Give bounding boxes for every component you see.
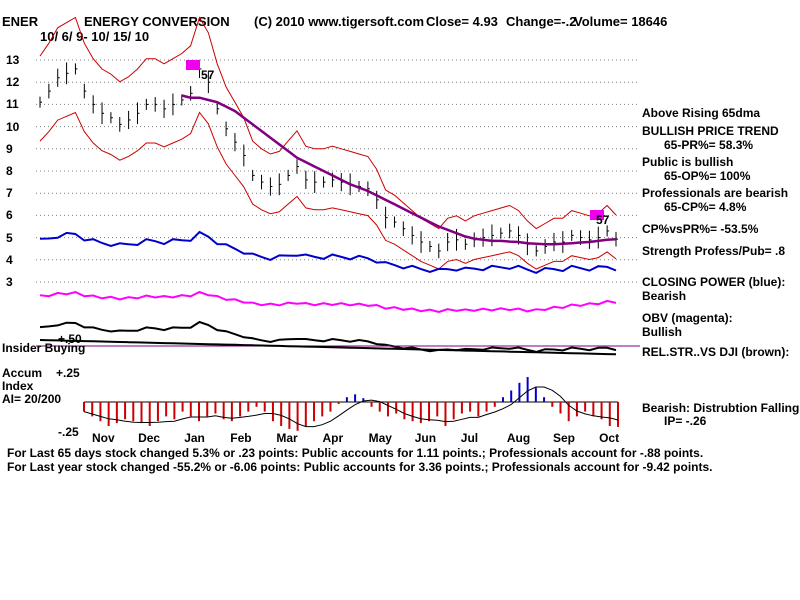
insider-label: Insider Buying (2, 341, 86, 355)
change-value: Change=-.2 (506, 14, 577, 29)
ip-text: IP= -.26 (664, 414, 707, 428)
month-label: Mar (276, 431, 298, 445)
insider-line (39, 339, 617, 356)
close-value: Close= 4.93 (426, 14, 498, 29)
op-text: 65-OP%= 100% (664, 169, 751, 183)
accum-ai: AI= 20/200 (2, 392, 62, 406)
month-label: Feb (230, 431, 252, 445)
closing-power-state: Bearish (642, 289, 687, 303)
public-text: Public is bullish (642, 155, 734, 169)
month-label: Jan (184, 431, 205, 445)
closing-power-text: CLOSING POWER (blue): (642, 275, 786, 289)
arrow-label-1: 57 (201, 68, 215, 82)
y-tick-label: 4 (6, 252, 13, 267)
date-range: 10/ 6/ 9- 10/ 15/ 10 (40, 29, 150, 44)
upper-band-line (39, 16, 617, 230)
y-tick-label: 13 (6, 53, 20, 67)
signal-marker (590, 210, 604, 220)
month-label: Jun (414, 431, 437, 445)
accum-title-2: Index (2, 379, 34, 393)
footer-line-1: For Last 65 days stock changed 5.3% or .… (7, 446, 704, 460)
y-tick-label: 11 (6, 97, 19, 112)
month-label: Aug (506, 431, 531, 445)
obv-state: Bullish (642, 325, 683, 339)
month-label: May (368, 431, 392, 445)
month-label: Jul (460, 431, 479, 445)
ticker-symbol: ENER (2, 14, 39, 29)
accum-top-tick: +.25 (56, 366, 80, 380)
accum-title: Accum (2, 366, 43, 380)
y-tick-label: 9 (6, 141, 13, 156)
y-tick-label: 12 (6, 75, 20, 90)
obv-text: OBV (magenta): (642, 311, 733, 325)
pr-text: 65-PR%= 58.3% (664, 138, 754, 152)
arrow-label-2: 57 (596, 213, 610, 227)
strength-text: Strength Profess/Pub= .8 (642, 244, 786, 258)
volume-value: Volume= 18646 (574, 14, 668, 29)
y-tick-label: 7 (6, 186, 13, 201)
cpvspr-text: CP%vsPR%= -53.5% (642, 222, 759, 236)
copyright: (C) 2010 www.tigersoft.com (254, 14, 424, 29)
accum-bottom-tick: -.25 (58, 425, 79, 439)
footer-line-2: For Last year stock changed -55.2% or -6… (7, 460, 713, 474)
y-tick-label: 3 (6, 275, 13, 289)
rel-strength-line (39, 320, 617, 353)
signal-marker (186, 60, 200, 70)
closing-power-line (39, 230, 617, 274)
y-tick-label: 10 (6, 119, 20, 134)
trend-text: BULLISH PRICE TREND (642, 124, 779, 138)
obv-line (39, 290, 617, 314)
month-label: Dec (138, 431, 161, 445)
month-label: Apr (322, 431, 344, 445)
ma65-line (181, 94, 617, 246)
company-name: ENERGY CONVERSION (84, 14, 230, 29)
relstr-text: REL.STR..VS DJI (brown): (642, 345, 790, 359)
y-tick-label: 5 (6, 230, 13, 245)
above-ma-text: Above Rising 65dma (642, 106, 761, 120)
y-tick-label: 6 (6, 208, 13, 223)
y-tick-label: 8 (6, 164, 13, 178)
month-label: Nov (92, 431, 115, 445)
month-label: Sep (553, 431, 576, 445)
cp-text: 65-CP%= 4.8% (664, 200, 747, 214)
lower-band-line (39, 111, 617, 270)
month-label: Oct (599, 431, 620, 445)
insider-tick: +.50 (58, 332, 82, 346)
professionals-text: Professionals are bearish (642, 186, 789, 200)
accum-average-line (83, 386, 619, 428)
bearish-note: Bearish: Distrubtion Falling. (642, 401, 800, 415)
